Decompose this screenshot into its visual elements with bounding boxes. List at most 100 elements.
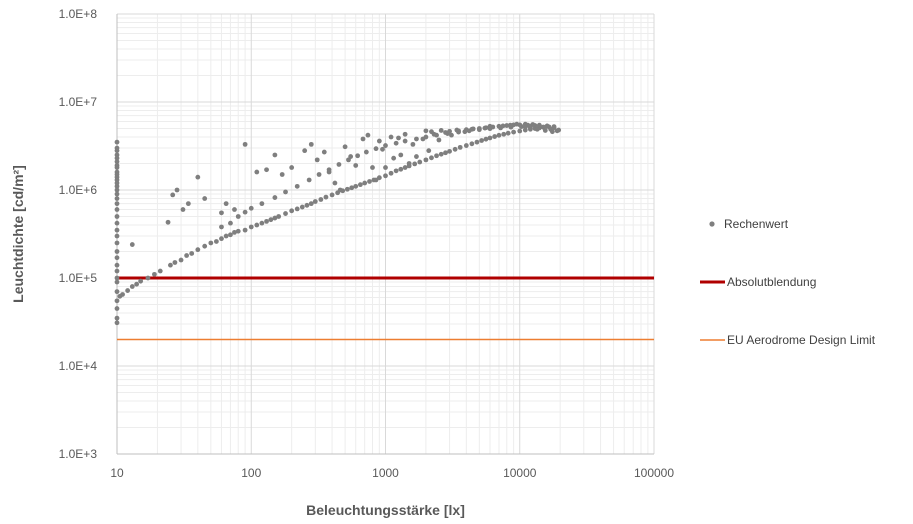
data-point	[402, 138, 408, 144]
data-point	[138, 278, 144, 284]
data-point	[254, 169, 260, 175]
data-point	[420, 136, 426, 142]
data-point	[376, 138, 382, 144]
data-point	[232, 229, 237, 235]
data-point	[332, 180, 338, 186]
data-point	[312, 199, 318, 204]
x-axis-tick-labels: 10 100 1000 10000 100000	[110, 466, 674, 480]
data-point	[414, 154, 419, 159]
data-point	[349, 185, 355, 191]
data-point	[373, 177, 379, 183]
scatter-points	[114, 121, 562, 326]
y-tick-label: 1.0E+4	[59, 359, 98, 373]
data-point	[125, 288, 131, 293]
data-point	[393, 140, 399, 146]
data-point	[398, 166, 404, 172]
data-point	[114, 214, 120, 219]
data-point	[242, 209, 248, 215]
data-point	[463, 143, 469, 148]
data-point	[219, 210, 224, 216]
data-point	[367, 179, 372, 184]
data-point	[326, 169, 332, 175]
data-point	[114, 148, 120, 154]
data-point	[302, 148, 308, 154]
data-point	[114, 180, 120, 186]
data-point	[443, 150, 448, 156]
reference-lines	[117, 276, 654, 341]
data-point	[195, 247, 201, 253]
data-point	[476, 126, 482, 131]
data-point	[321, 149, 327, 155]
data-point	[272, 215, 278, 221]
data-point	[174, 187, 180, 193]
data-point	[316, 172, 322, 177]
data-point	[114, 220, 120, 226]
data-point	[114, 227, 120, 233]
y-tick-label: 1.0E+3	[59, 447, 98, 461]
data-point	[279, 172, 285, 177]
data-point	[114, 196, 120, 201]
data-point	[534, 126, 540, 132]
data-point	[398, 152, 404, 158]
legend-label-1: Absolutblendung	[727, 275, 816, 289]
data-point	[370, 165, 375, 170]
data-point	[114, 315, 120, 321]
data-point	[434, 153, 439, 159]
data-point	[383, 165, 388, 170]
data-point	[268, 217, 274, 223]
data-point	[308, 141, 314, 147]
data-point	[514, 121, 520, 127]
y-tick-label: 1.0E+6	[59, 183, 98, 197]
data-point	[172, 260, 178, 265]
x-tick-label: 10000	[503, 466, 537, 480]
data-point	[353, 163, 359, 168]
data-point	[449, 132, 454, 138]
data-point	[134, 281, 140, 287]
data-point	[318, 197, 324, 202]
data-point	[202, 243, 208, 249]
data-point	[505, 130, 511, 136]
data-point	[114, 320, 120, 326]
data-point	[487, 135, 493, 141]
data-point	[114, 268, 120, 274]
data-point	[429, 129, 434, 135]
data-point	[223, 233, 229, 239]
data-point	[114, 298, 120, 304]
data-point	[391, 155, 397, 161]
x-tick-label: 1000	[372, 466, 399, 480]
data-point	[114, 207, 120, 212]
data-point	[114, 240, 120, 246]
data-point	[517, 128, 523, 134]
data-point	[454, 127, 460, 133]
data-point	[114, 255, 120, 261]
data-point	[170, 192, 176, 198]
data-point	[348, 154, 354, 159]
data-point	[504, 123, 510, 128]
data-point	[294, 183, 300, 189]
data-point	[235, 228, 241, 234]
data-point	[145, 275, 151, 281]
legend-swatch-0	[709, 221, 715, 227]
legend-label-0: Rechenwert	[724, 217, 789, 231]
data-point	[544, 123, 550, 129]
data-point	[482, 125, 488, 131]
data-point	[157, 268, 163, 274]
x-tick-label: 100000	[634, 466, 674, 480]
y-tick-label: 1.0E+5	[59, 271, 98, 285]
data-point	[189, 251, 195, 256]
data-point	[114, 139, 120, 145]
data-point	[429, 155, 434, 161]
data-point	[294, 206, 300, 212]
data-point	[114, 275, 120, 281]
data-point	[438, 128, 444, 133]
data-point	[342, 144, 348, 150]
data-point	[185, 201, 191, 207]
data-point	[393, 168, 399, 174]
data-point	[276, 214, 282, 219]
data-point	[235, 214, 241, 219]
data-point	[447, 128, 452, 134]
x-tick-label: 100	[241, 466, 261, 480]
data-point	[402, 165, 408, 170]
data-point	[483, 136, 489, 142]
